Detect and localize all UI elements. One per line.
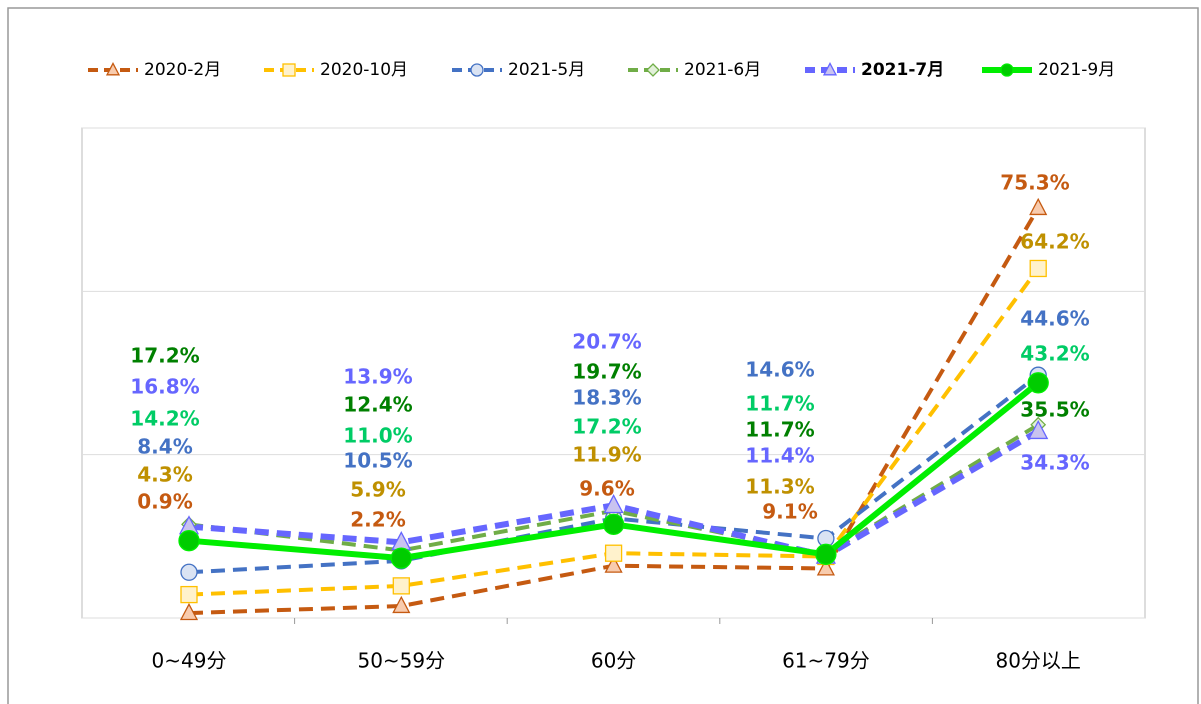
- value-label: 12.4%: [343, 393, 412, 417]
- value-label: 18.3%: [572, 386, 641, 410]
- frame: [7, 7, 1199, 704]
- legend-label: 2020-2月: [144, 60, 221, 80]
- value-label: 11.7%: [745, 418, 814, 442]
- x-tick-label: 61~79分: [782, 649, 870, 673]
- marker: [105, 62, 121, 76]
- value-label: 64.2%: [1020, 230, 1089, 254]
- value-label: 11.9%: [572, 443, 641, 467]
- marker: [602, 513, 625, 536]
- legend-item: 2021-9月: [982, 60, 1115, 80]
- marker: [392, 577, 410, 595]
- marker: [646, 63, 660, 77]
- marker: [603, 494, 624, 514]
- value-label: 4.3%: [137, 463, 192, 487]
- marker: [1029, 259, 1047, 278]
- legend-item: 2020-2月: [88, 60, 221, 80]
- value-label: 9.1%: [762, 500, 817, 524]
- marker: [604, 544, 623, 562]
- value-label: 14.2%: [130, 407, 199, 431]
- legend-label: 2021-7月: [861, 60, 944, 80]
- value-label: 11.4%: [745, 444, 814, 468]
- marker: [1028, 419, 1049, 440]
- x-tick-label: 80分以上: [995, 649, 1080, 673]
- value-label: 9.6%: [579, 477, 634, 501]
- marker: [179, 602, 199, 621]
- marker: [470, 63, 484, 77]
- marker: [1029, 197, 1048, 216]
- legend-label: 2021-5月: [508, 60, 585, 80]
- marker: [392, 595, 411, 614]
- marker: [282, 63, 296, 77]
- value-label: 13.9%: [343, 365, 412, 389]
- value-label: 16.8%: [130, 375, 199, 399]
- legend-item: 2021-7月: [805, 60, 944, 80]
- marker: [390, 547, 412, 569]
- legend-label: 2021-6月: [684, 60, 761, 80]
- x-tick-label: 60分: [591, 649, 636, 673]
- legend-item: 2020-10月: [264, 60, 408, 80]
- value-label: 75.3%: [1000, 171, 1069, 195]
- value-label: 10.5%: [343, 449, 412, 473]
- value-label: 19.7%: [572, 360, 641, 384]
- legend-label: 2021-9月: [1038, 60, 1115, 80]
- value-label: 14.6%: [745, 358, 814, 382]
- value-label: 8.4%: [137, 435, 192, 459]
- marker: [604, 555, 623, 573]
- value-label: 20.7%: [572, 330, 641, 354]
- value-label: 34.3%: [1020, 451, 1089, 475]
- marker: [180, 585, 198, 604]
- marker: [178, 530, 200, 552]
- legend-label: 2020-10月: [320, 60, 408, 80]
- x-tick-label: 0~49分: [152, 649, 227, 673]
- value-label: 35.5%: [1020, 398, 1089, 422]
- value-label: 11.3%: [745, 475, 814, 499]
- value-label: 11.0%: [343, 424, 412, 448]
- x-tick-label: 50~59分: [357, 649, 445, 673]
- value-label: 0.9%: [137, 490, 192, 514]
- value-label: 17.2%: [572, 415, 641, 439]
- value-label: 17.2%: [130, 344, 199, 368]
- marker: [822, 62, 838, 76]
- value-label: 44.6%: [1020, 307, 1089, 331]
- value-label: 43.2%: [1020, 342, 1089, 366]
- marker: [815, 543, 837, 565]
- legend-item: 2021-5月: [452, 60, 585, 80]
- value-label: 11.7%: [745, 392, 814, 416]
- value-label: 5.9%: [350, 478, 405, 502]
- marker: [180, 563, 198, 581]
- legend-item: 2021-6月: [628, 60, 761, 80]
- marker: [1027, 372, 1049, 394]
- marker: [816, 558, 835, 576]
- marker: [1000, 63, 1014, 77]
- value-label: 2.2%: [350, 508, 405, 532]
